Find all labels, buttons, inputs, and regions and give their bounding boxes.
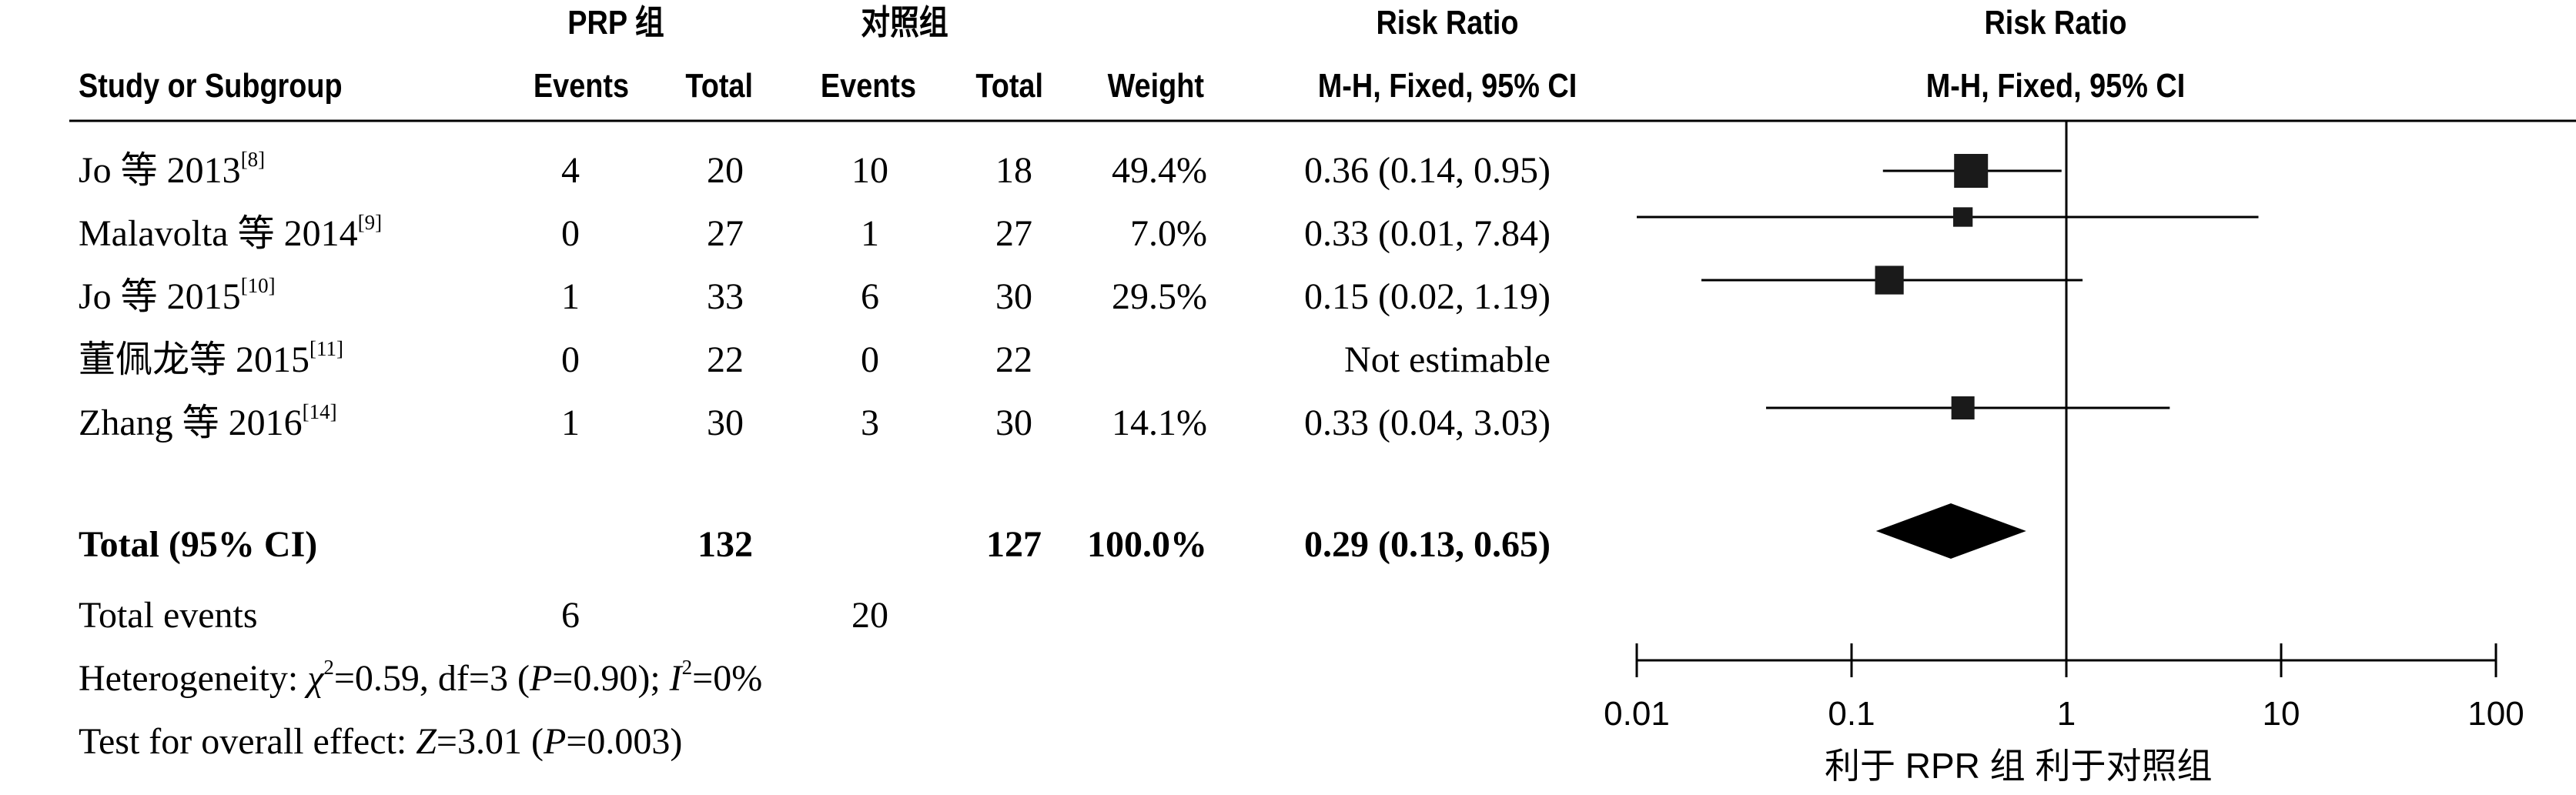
events2-value: 1 <box>861 213 879 254</box>
ci-value: 0.33 (0.04, 3.03) <box>1304 403 1551 443</box>
ci-value: 0.15 (0.02, 1.19) <box>1304 276 1551 317</box>
axis-tick-label: 100 <box>2467 695 2524 733</box>
events1-value: 0 <box>561 339 580 380</box>
axis-tick-label: 0.1 <box>1828 695 1875 733</box>
ci-value: 0.33 (0.01, 7.84) <box>1304 213 1551 254</box>
heterogeneity-text: Heterogeneity: χ2=0.59, df=3 (P=0.90); I… <box>79 656 763 699</box>
weight-header: Weight <box>1107 67 1204 105</box>
axis-tick-label: 10 <box>2262 695 2300 733</box>
rr-table-title: Risk Ratio <box>1376 4 1519 42</box>
total1-value: 33 <box>707 276 744 317</box>
study-name: 董佩龙等 2015[11] <box>79 337 343 380</box>
total2-value: 127 <box>986 524 1042 565</box>
weight-value: 14.1% <box>1112 403 1207 443</box>
method-table-header: M-H, Fixed, 95% CI <box>1317 67 1577 105</box>
events2-header: Events <box>820 67 916 105</box>
axis-direction-note: 利于 RPR 组 利于对照组 <box>1825 746 2213 786</box>
total2-value: 30 <box>995 276 1032 317</box>
weight-value: 7.0% <box>1130 213 1207 254</box>
weight-value: 49.4% <box>1112 150 1207 191</box>
axis-tick-label: 0.01 <box>1604 695 1670 733</box>
study-estimate-square <box>1954 154 1989 188</box>
total-events-label: Total events <box>79 595 258 636</box>
events2-value: 10 <box>851 150 888 191</box>
events1-value: 1 <box>561 276 580 317</box>
total2-value: 18 <box>995 150 1032 191</box>
total2-value: 22 <box>995 339 1032 380</box>
total2-header: Total <box>975 67 1043 105</box>
total1-header: Total <box>685 67 753 105</box>
group2-header: 对照组 <box>861 4 948 42</box>
total1-value: 22 <box>707 339 744 380</box>
total-label: Total (95% CI) <box>79 524 318 565</box>
total-events1: 6 <box>561 595 580 636</box>
study-column-header: Study or Subgroup <box>79 67 343 105</box>
study-estimate-square <box>1875 266 1904 295</box>
events1-value: 4 <box>561 150 580 191</box>
events1-value: 1 <box>561 403 580 443</box>
events2-value: 6 <box>861 276 879 317</box>
events1-value: 0 <box>561 213 580 254</box>
method-plot-header: M-H, Fixed, 95% CI <box>1925 67 2186 105</box>
ci-value: Not estimable <box>1344 339 1551 380</box>
rr-plot-title: Risk Ratio <box>1984 4 2127 42</box>
axis-tick-label: 1 <box>2056 695 2076 733</box>
study-name: Jo 等 2013[8] <box>79 148 266 191</box>
study-name: Jo 等 2015[10] <box>79 274 276 317</box>
weight-value: 29.5% <box>1112 276 1207 317</box>
total1-value: 27 <box>707 213 744 254</box>
group1-header: PRP 组 <box>567 4 664 42</box>
ci-value: 0.36 (0.14, 0.95) <box>1304 150 1551 191</box>
study-name: Malavolta 等 2014[9] <box>79 211 383 254</box>
events1-header: Events <box>533 67 629 105</box>
total2-value: 30 <box>995 403 1032 443</box>
total-events2: 20 <box>851 595 888 636</box>
total1-value: 132 <box>698 524 753 565</box>
study-estimate-square <box>1953 207 1973 227</box>
total-weight: 100.0% <box>1087 524 1207 565</box>
study-name: Zhang 等 2016[14] <box>79 400 337 443</box>
overall-effect-text: Test for overall effect: Z=3.01 (P=0.003… <box>79 721 683 762</box>
total-ci: 0.29 (0.13, 0.65) <box>1304 524 1551 565</box>
events2-value: 0 <box>861 339 879 380</box>
events2-value: 3 <box>861 403 879 443</box>
total2-value: 27 <box>995 213 1032 254</box>
study-estimate-square <box>1951 396 1975 420</box>
pooled-estimate-diamond <box>1875 503 2026 559</box>
total1-value: 30 <box>707 403 744 443</box>
total1-value: 20 <box>707 150 744 191</box>
